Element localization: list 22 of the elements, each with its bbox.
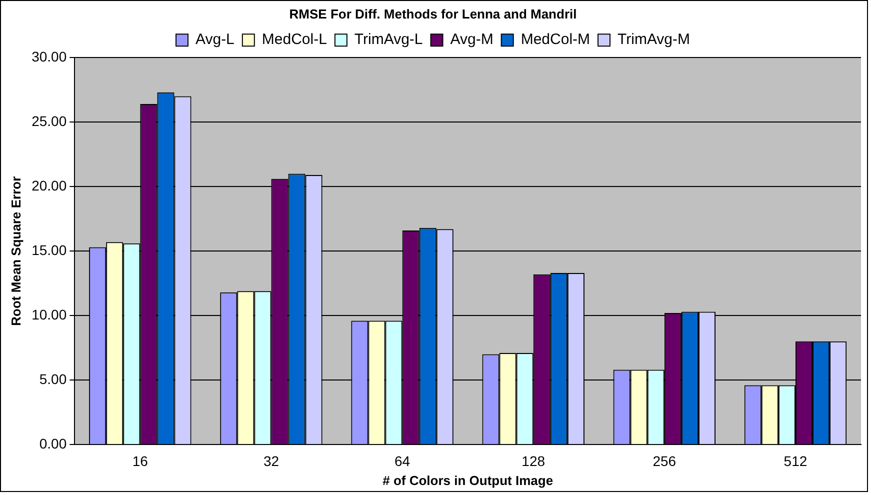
x-tick-label: 256 [652, 452, 676, 469]
x-tick-label: 512 [784, 452, 808, 469]
x-tick-label: 128 [522, 452, 546, 469]
legend-label: MedCol-M [520, 31, 590, 48]
y-tick-label: 15.00 [32, 242, 67, 258]
y-tick-label: 0.00 [39, 435, 67, 452]
legend-label: MedCol-L [262, 31, 327, 48]
x-tick-label: 16 [132, 452, 148, 469]
y-tick-label: 20.00 [32, 177, 67, 194]
x-tick-label: 32 [263, 452, 280, 469]
legend-label: TrimAvg-M [618, 31, 690, 48]
x-axis-title: # of Colors in Output Image [382, 472, 554, 488]
x-tick-label: 64 [394, 452, 410, 469]
chart-title: RMSE For Diff. Methods for Lenna and Mandril [289, 6, 577, 22]
legend-label: Avg-M [450, 31, 494, 48]
y-tick-label: 10.00 [32, 306, 67, 322]
y-tick-label: 5.00 [39, 370, 67, 387]
legend-label: Avg-L [195, 31, 234, 48]
y-axis-title: Root Mean Square Error [8, 176, 24, 326]
legend-label: TrimAvg-L [354, 31, 423, 48]
y-tick-label: 30.00 [32, 48, 67, 64]
y-tick-label: 25.00 [32, 112, 67, 129]
